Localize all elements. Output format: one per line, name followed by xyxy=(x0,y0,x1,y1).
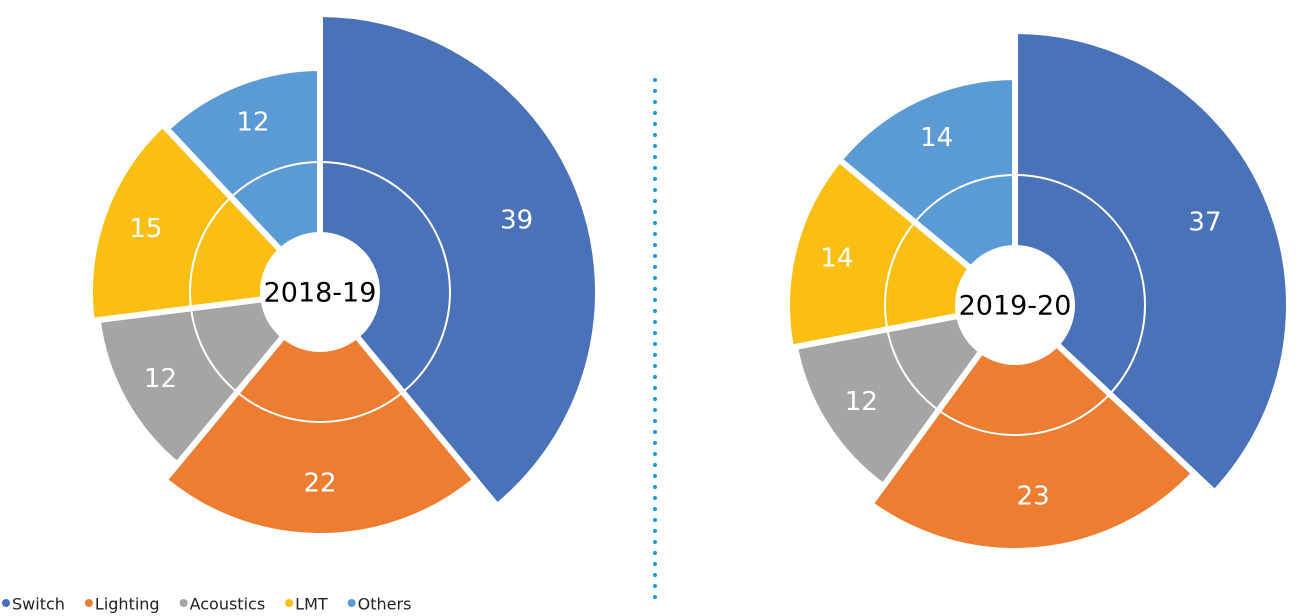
center-hole xyxy=(955,245,1075,365)
slice-label: 14 xyxy=(820,244,853,274)
legend-text: Switch xyxy=(12,595,65,614)
center-label: 2018-19 xyxy=(264,278,377,309)
slice xyxy=(160,287,480,539)
legend-marker xyxy=(347,599,356,607)
legend-marker xyxy=(285,599,294,607)
inner-ring xyxy=(189,161,451,423)
slice xyxy=(94,288,328,469)
center-label: 2019-20 xyxy=(959,291,1072,322)
slice-label: 12 xyxy=(144,364,177,394)
slice xyxy=(87,120,327,325)
legend-text: Others xyxy=(358,595,412,614)
slice xyxy=(866,300,1199,554)
slice-label: 22 xyxy=(303,469,336,499)
legend-text: Lighting xyxy=(95,595,160,614)
slice-label: 12 xyxy=(236,107,269,137)
inner-ring xyxy=(884,174,1146,436)
legend-marker xyxy=(179,599,188,607)
slice-label: 39 xyxy=(500,206,533,236)
legend-marker xyxy=(2,599,10,607)
slice-label: 14 xyxy=(920,123,953,153)
slice xyxy=(1012,27,1292,497)
legend-text: LMT xyxy=(295,595,328,614)
slice-label: 12 xyxy=(845,387,878,417)
slice-label: 37 xyxy=(1188,207,1221,237)
slice xyxy=(162,64,323,300)
slice-label: 23 xyxy=(1017,482,1050,512)
slice xyxy=(791,300,1022,491)
slice xyxy=(317,10,601,511)
slice xyxy=(835,73,1018,312)
legend-text: Acoustics xyxy=(190,595,266,614)
legend-marker xyxy=(84,599,93,607)
center-hole xyxy=(260,232,380,352)
slice-label: 15 xyxy=(129,214,162,244)
